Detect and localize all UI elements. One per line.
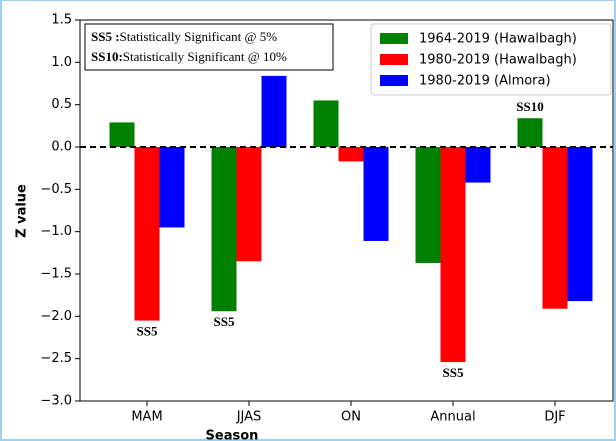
x-tick-label: DJF [544,410,565,425]
bar [440,147,466,363]
bar [313,100,339,147]
legend-swatch [380,75,408,86]
legend-swatch [380,54,408,65]
bar [134,147,160,321]
bar [211,147,237,312]
y-tick-label: −1.5 [40,267,72,282]
y-tick-label: 1.5 [51,13,72,28]
bar [415,147,441,263]
legend-label: 1980-2019 (Hawalbagh) [419,53,577,68]
bar [261,75,287,147]
legend-label: 1964-2019 (Hawalbagh) [419,32,577,47]
x-tick-label: MAM [131,410,162,425]
legend-label: 1980-2019 (Almora) [419,74,551,89]
y-tick-label: −2.5 [40,351,72,366]
x-tick-label: JJAS [236,410,262,425]
legend-swatch [380,33,408,44]
y-tick-label: 0.5 [51,97,72,112]
x-axis-label: Season [206,429,259,441]
bar [338,147,364,162]
bar [363,147,389,241]
annotation: SS5 [214,314,235,329]
note-text: Statistically Significant @ 10% [123,49,287,64]
bar [465,147,491,183]
note-box [84,23,334,71]
y-tick-label: 0.0 [51,140,72,155]
note-key: SS5 : [91,29,120,44]
y-tick-label: −2.0 [40,309,72,324]
y-tick-label: 1.0 [51,55,72,70]
bar [517,118,543,147]
bar [567,147,593,302]
note-key: SS10: [91,49,123,64]
annotation: SS5 [443,365,464,380]
note-line: SS5 :Statistically Significant @ 5% [91,29,277,44]
plot-frame [79,19,614,402]
bar [236,147,262,262]
annotation: SS5 [137,324,158,339]
legend-box [370,23,612,96]
note-line: SS10:Statistically Significant @ 10% [91,49,287,64]
x-tick-label: ON [341,410,361,425]
bar [159,147,185,228]
y-axis-label: Z value [15,184,30,238]
y-tick-label: −3.0 [40,394,72,409]
bar [542,147,568,309]
annotation: SS10 [516,99,543,114]
note-text: Statistically Significant @ 5% [120,29,278,44]
bar [109,122,135,147]
y-tick-label: −0.5 [40,182,72,197]
y-tick-label: −1.0 [40,224,72,239]
x-tick-label: Annual [430,410,475,425]
